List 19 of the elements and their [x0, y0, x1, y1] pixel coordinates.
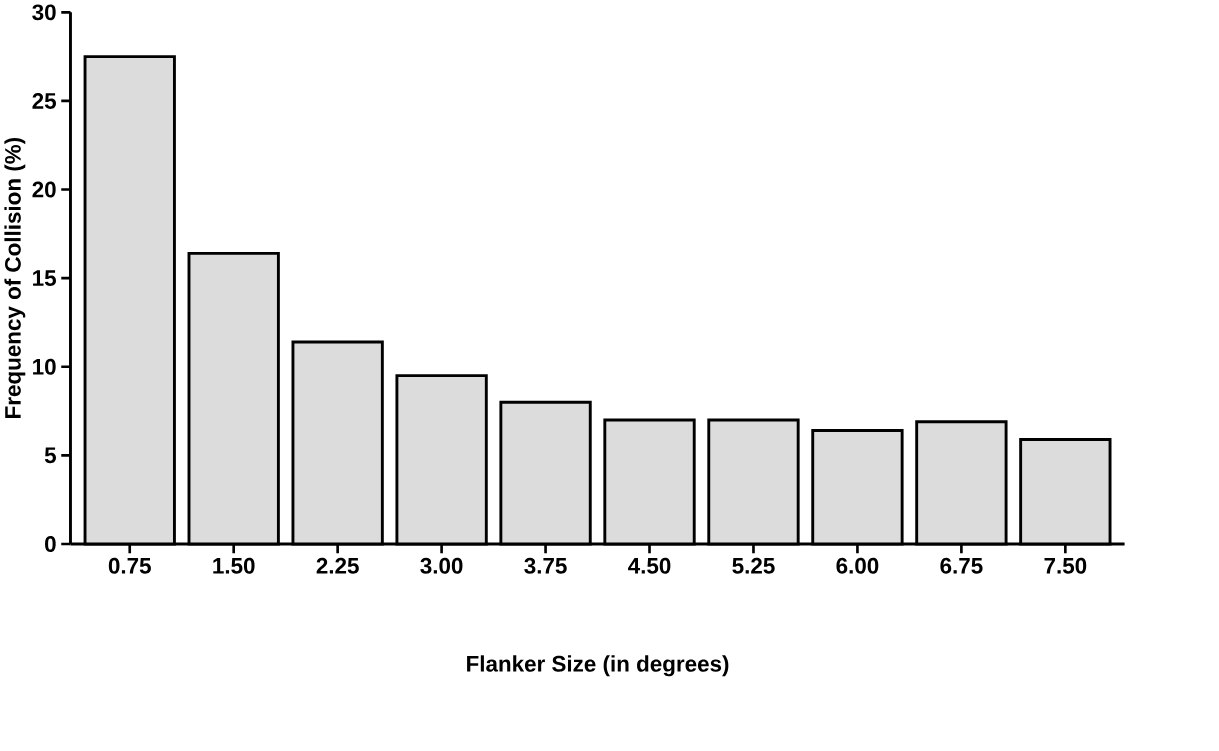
x-tick-label: 1.50: [213, 557, 255, 574]
x-tick-label: 6.00: [836, 557, 879, 574]
y-axis-title: Frequency of Collision (%): [4, 137, 26, 418]
x-tick-label: 2.25: [316, 557, 359, 574]
y-tick-label: 30: [32, 4, 56, 21]
x-axis-title: Flanker Size (in degrees): [467, 655, 729, 677]
x-tick-label: 0.75: [108, 557, 151, 574]
y-tick-label: 5: [44, 447, 56, 464]
x-tick-label: 7.50: [1044, 557, 1087, 574]
y-tick-label: 10: [33, 358, 56, 375]
x-tick-label: 3.00: [420, 557, 463, 574]
y-tick-label: 15: [33, 270, 56, 286]
y-tick-label: 0: [45, 535, 56, 552]
y-tick-label: 25: [32, 92, 56, 109]
x-tick-label: 5.25: [732, 557, 775, 574]
x-tick-label: 3.75: [524, 557, 567, 574]
y-tick-label: 20: [32, 181, 56, 198]
x-tick-label: 4.50: [628, 557, 671, 574]
x-tick-label: 6.75: [940, 557, 983, 574]
